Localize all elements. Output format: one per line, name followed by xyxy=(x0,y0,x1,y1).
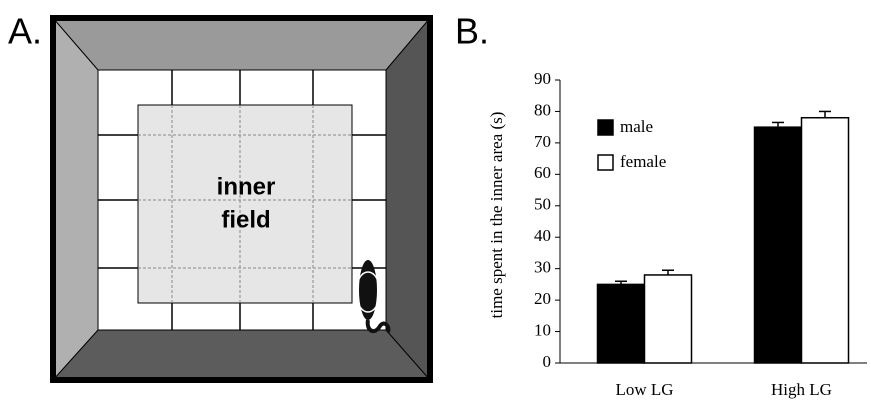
field-text: field xyxy=(221,206,270,233)
wall-bottom xyxy=(53,330,430,380)
bar xyxy=(645,275,692,363)
y-tick-label: 90 xyxy=(534,69,551,88)
legend-swatch xyxy=(598,155,613,170)
bar xyxy=(802,118,849,363)
legend-label: male xyxy=(620,117,653,136)
y-tick-label: 70 xyxy=(534,132,551,151)
y-tick-label: 20 xyxy=(534,289,551,308)
wall-top xyxy=(53,18,430,70)
arena: inner field xyxy=(53,18,430,380)
y-axis-title: time spent in the inner area (s) xyxy=(487,112,506,319)
wall-left xyxy=(53,18,98,380)
bar xyxy=(598,284,645,363)
panel-label: B. xyxy=(455,11,489,52)
field-text: inner xyxy=(217,173,276,200)
error-bar xyxy=(819,111,831,117)
y-tick-label: 30 xyxy=(534,258,551,277)
y-tick-label: 60 xyxy=(534,163,551,182)
bar xyxy=(755,127,802,363)
y-tick-label: 50 xyxy=(534,195,551,214)
y-tick-label: 80 xyxy=(534,100,551,119)
figure: A. inner field B. xyxy=(0,0,871,405)
y-tick-label: 40 xyxy=(534,226,551,245)
x-tick-label: Low LG xyxy=(615,380,673,399)
legend-label: female xyxy=(620,152,666,171)
legend-swatch xyxy=(598,120,613,135)
panel-label: A. xyxy=(8,11,42,52)
x-tick-label: High LG xyxy=(771,380,832,399)
wall-right xyxy=(386,18,430,380)
y-tick-label: 0 xyxy=(543,352,552,371)
y-tick-label: 10 xyxy=(534,320,551,339)
